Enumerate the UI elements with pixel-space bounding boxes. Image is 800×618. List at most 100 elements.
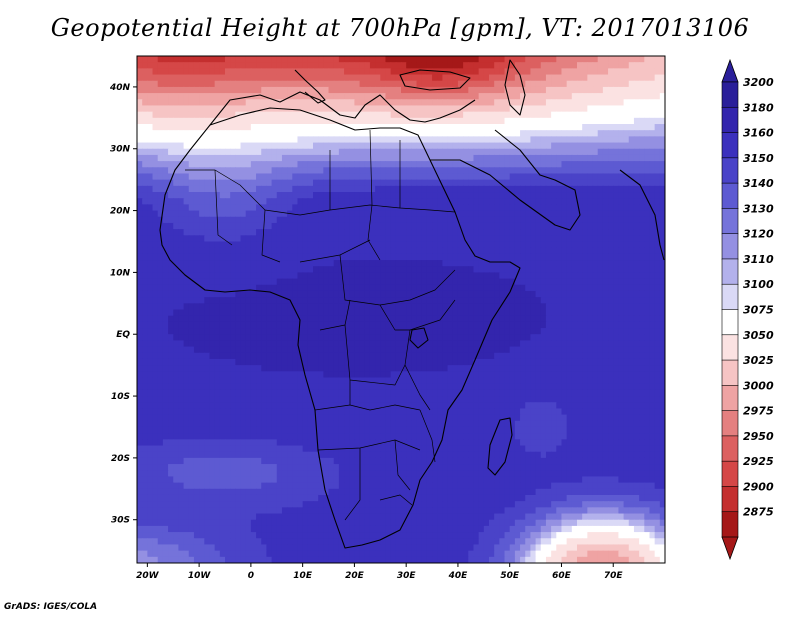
field-cell [152, 284, 159, 292]
field-cell [292, 352, 299, 360]
field-cell [385, 303, 392, 311]
field-cell [261, 260, 268, 267]
field-cell [199, 154, 205, 162]
field-cell [344, 167, 350, 175]
field-cell [178, 309, 185, 317]
field-cell [416, 154, 423, 162]
field-cell [592, 297, 599, 304]
field-cell [654, 315, 661, 323]
field-cell [535, 229, 542, 236]
field-cell [204, 111, 211, 119]
field-cell [256, 210, 262, 218]
field-cell [147, 111, 154, 119]
field-cell [602, 340, 609, 348]
field-cell [359, 154, 366, 162]
field-cell [225, 74, 231, 82]
field-cell [173, 315, 180, 323]
field-cell [437, 328, 444, 335]
field-cell [623, 210, 630, 218]
field-cell [385, 272, 392, 280]
field-cell [271, 315, 278, 323]
field-cell [256, 148, 262, 156]
field-cell [178, 346, 185, 354]
field-cell [406, 309, 412, 317]
field-cell [359, 99, 366, 107]
field-cell [266, 173, 273, 181]
field-cell [338, 352, 345, 360]
field-cell [416, 179, 423, 187]
field-cell [602, 235, 609, 243]
field-cell [628, 297, 635, 304]
field-cell [602, 198, 609, 205]
field-cell [256, 198, 262, 205]
field-cell [483, 142, 490, 150]
field-cell [256, 290, 262, 298]
field-cell [514, 185, 521, 193]
field-cell [509, 315, 516, 323]
field-cell [266, 62, 273, 69]
field-cell [245, 161, 252, 168]
field-cell [633, 86, 640, 94]
field-cell [193, 210, 200, 218]
field-cell [338, 253, 345, 261]
field-cell [209, 352, 216, 360]
field-cell [292, 185, 299, 193]
field-cell [442, 278, 449, 286]
field-cell [147, 253, 154, 261]
field-cell [349, 111, 356, 119]
field-cell [618, 247, 625, 255]
field-cell [540, 56, 547, 63]
field-cell [639, 278, 645, 286]
field-cell [556, 198, 563, 205]
field-cell [504, 247, 511, 255]
field-cell [318, 229, 324, 236]
field-cell [509, 136, 516, 144]
field-cell [137, 117, 143, 125]
field-cell [639, 142, 645, 150]
field-cell [385, 266, 392, 273]
field-cell [344, 321, 350, 329]
field-cell [395, 241, 402, 249]
field-cell [618, 222, 625, 230]
field-cell [162, 167, 169, 175]
field-cell [152, 105, 159, 113]
field-cell [421, 93, 428, 100]
field-cell [520, 315, 526, 323]
field-cell [535, 93, 542, 100]
field-cell [375, 303, 381, 311]
field-cell [395, 130, 402, 137]
field-cell [204, 321, 211, 329]
field-cell [307, 321, 314, 329]
field-cell [188, 303, 195, 311]
field-cell [225, 148, 231, 156]
field-cell [618, 315, 625, 323]
field-cell [514, 222, 521, 230]
field-cell [292, 173, 299, 181]
field-cell [602, 192, 609, 199]
field-cell [178, 161, 185, 168]
field-cell [395, 173, 402, 181]
field-cell [437, 154, 444, 162]
field-cell [385, 74, 392, 82]
field-cell [152, 346, 159, 354]
field-cell [245, 154, 252, 162]
field-cell [530, 161, 537, 168]
field-cell [520, 86, 526, 94]
field-cell [551, 192, 557, 199]
field-cell [199, 111, 205, 119]
field-cell [318, 235, 324, 243]
field-cell [395, 222, 402, 230]
field-cell [168, 148, 174, 156]
field-cell [577, 192, 583, 199]
field-cell [592, 198, 599, 205]
field-cell [281, 117, 288, 125]
field-cell [489, 260, 495, 267]
field-cell [473, 222, 480, 230]
field-cell [307, 278, 314, 286]
field-cell [199, 303, 205, 311]
field-cell [618, 253, 625, 261]
field-cell [307, 154, 314, 162]
field-cell [204, 204, 211, 212]
field-cell [271, 210, 278, 218]
field-cell [592, 204, 599, 212]
